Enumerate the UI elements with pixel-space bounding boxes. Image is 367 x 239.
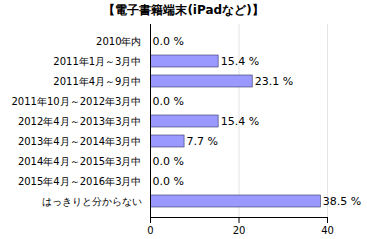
svg-text:2011年1月～3月中: 2011年1月～3月中 (53, 56, 141, 67)
svg-text:はっきりと分からない: はっきりと分からない (42, 196, 142, 207)
svg-text:2011年4月～9月中: 2011年4月～9月中 (53, 76, 141, 87)
svg-text:15.4 %: 15.4 % (221, 55, 259, 68)
svg-text:0.0 %: 0.0 % (153, 175, 184, 188)
svg-text:2013年4月～2014年3月中: 2013年4月～2014年3月中 (18, 136, 142, 147)
svg-text:2015年4月～2016年3月中: 2015年4月～2016年3月中 (18, 176, 142, 187)
svg-text:0: 0 (147, 225, 153, 236)
svg-text:15.4 %: 15.4 % (221, 115, 259, 128)
svg-text:2014年4月～2015年3月中: 2014年4月～2015年3月中 (18, 156, 142, 167)
svg-text:38.5 %: 38.5 % (323, 195, 361, 208)
svg-text:2011年10月～2012年3月中: 2011年10月～2012年3月中 (12, 96, 142, 107)
html-text:【電子書籍端末(iPadなど)】: 【電子書籍端末(iPadなど)】 (103, 3, 264, 17)
svg-text:2012年4月～2013年3月中: 2012年4月～2013年3月中 (18, 116, 142, 127)
svg-text:7.7 %: 7.7 % (187, 135, 218, 148)
svg-text:0.0 %: 0.0 % (153, 155, 184, 168)
svg-text:40: 40 (321, 225, 334, 236)
svg-text:0.0 %: 0.0 % (153, 35, 184, 48)
svg-text:20: 20 (233, 225, 246, 236)
svg-text:0.0 %: 0.0 % (153, 95, 184, 108)
svg-text:2010年内: 2010年内 (96, 36, 141, 47)
svg-text:23.1 %: 23.1 % (255, 75, 293, 88)
